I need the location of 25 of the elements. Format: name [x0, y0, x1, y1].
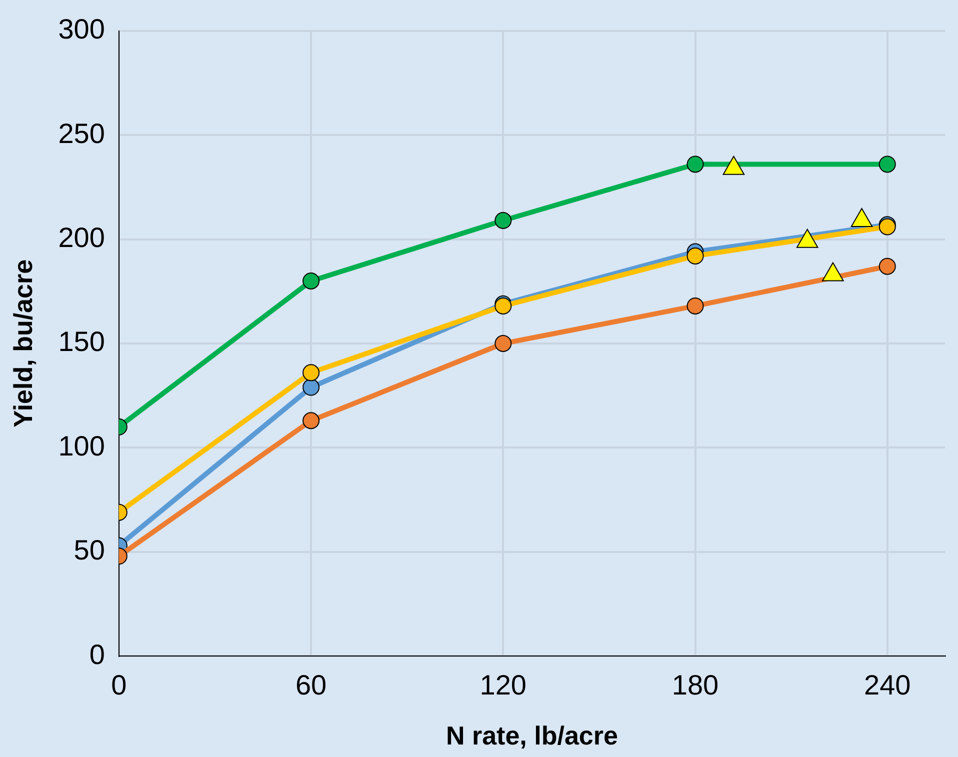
point — [686, 156, 704, 173]
x-tick-label: 60 — [295, 670, 327, 701]
y-tick-label: 100 — [58, 430, 105, 462]
x-tick-label: 240 — [864, 670, 911, 701]
point — [878, 156, 896, 173]
x-tick-label: 180 — [672, 670, 719, 701]
y-axis-title: Yield, bu/acre — [8, 259, 38, 428]
y-tick-label: 150 — [58, 326, 105, 358]
point — [302, 364, 320, 382]
x-axis-title: N rate, lb/acre — [446, 720, 618, 751]
x-tick-label: 0 — [111, 670, 127, 701]
point — [302, 412, 320, 430]
x-tick-label: 120 — [480, 670, 526, 701]
point — [302, 272, 320, 290]
y-tick-label: 200 — [58, 222, 105, 253]
y-tick-label: 0 — [89, 638, 105, 670]
point — [302, 378, 320, 396]
y-tick-label: 300 — [58, 14, 105, 45]
y-tick-label: 250 — [58, 118, 105, 149]
point — [878, 258, 896, 275]
y-tick-label: 50 — [74, 534, 105, 566]
point — [494, 335, 512, 352]
point — [686, 297, 704, 314]
point — [494, 212, 512, 230]
point — [686, 247, 704, 264]
